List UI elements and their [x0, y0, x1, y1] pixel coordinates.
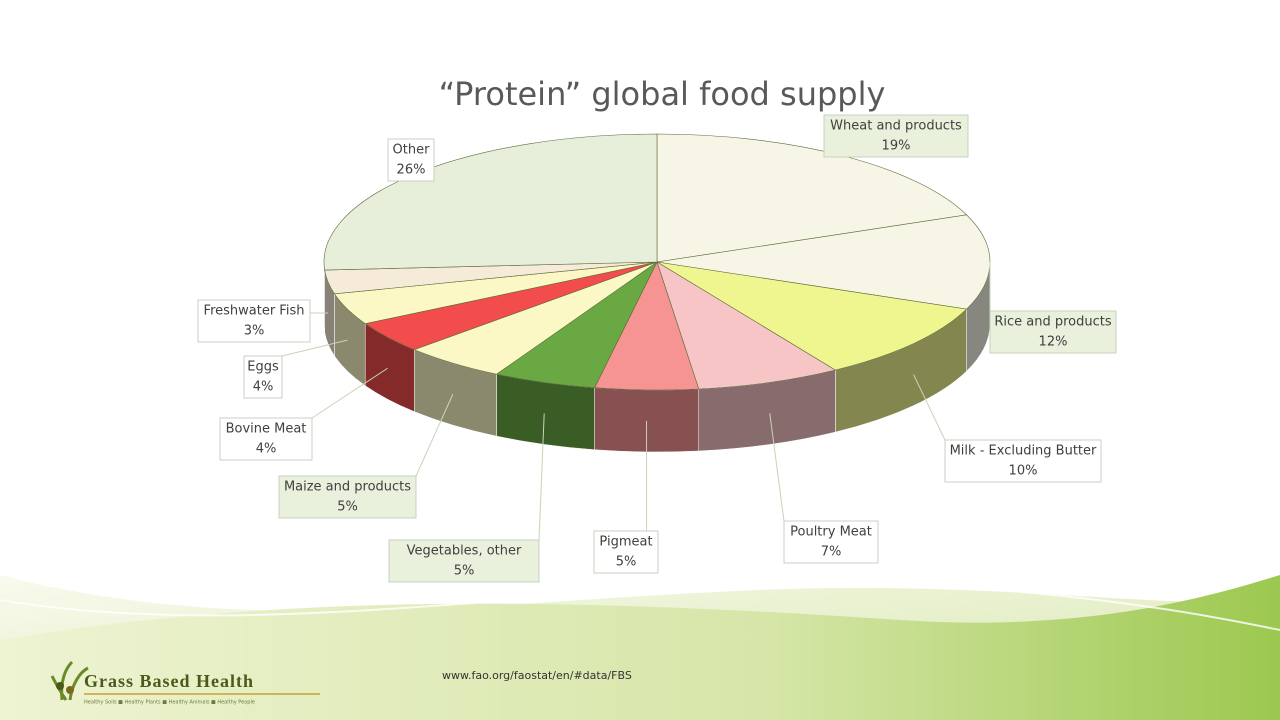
- source: www.fao.org/faostat/en/#data/FBS: [442, 669, 632, 682]
- label-box: [593, 530, 659, 574]
- logo: Grass Based Health Healthy Soils ■ Healt…: [50, 660, 320, 706]
- category-label: Rice and products: [994, 315, 1112, 330]
- value-label: 5%: [454, 564, 475, 579]
- category-label: Pigmeat: [599, 535, 652, 550]
- value-label: 19%: [882, 139, 911, 154]
- label-box: [278, 475, 417, 519]
- value-label: 26%: [397, 163, 426, 178]
- slice: [656, 261, 968, 371]
- value-label: 12%: [1039, 335, 1068, 350]
- label-box: [387, 138, 435, 182]
- label-box: [783, 520, 879, 564]
- value-label: 4%: [253, 380, 274, 395]
- category-label: Bovine Meat: [226, 422, 307, 437]
- category-label: Wheat and products: [830, 119, 962, 134]
- slice: [656, 261, 837, 390]
- logo-text: Grass Based Health: [84, 671, 254, 691]
- value-label: 10%: [1009, 464, 1038, 479]
- value-label: 4%: [256, 442, 277, 457]
- value-label: 7%: [821, 545, 842, 560]
- label-box: [989, 310, 1117, 354]
- label-box: [243, 355, 283, 399]
- label-box: [944, 439, 1102, 483]
- background-waves: [0, 575, 1280, 720]
- category-label: Milk - Excluding Butter: [950, 444, 1097, 459]
- pie: [323, 133, 991, 453]
- category-label: Vegetables, other: [407, 544, 522, 559]
- leader-line: [538, 413, 545, 541]
- chart-title: “Protein” global food supply: [439, 75, 886, 113]
- value-label: 3%: [244, 324, 265, 339]
- leader-line: [769, 413, 785, 522]
- label-box: [219, 417, 313, 461]
- label-box: [388, 539, 540, 583]
- label-box: [197, 299, 311, 343]
- category-label: Freshwater Fish: [204, 304, 305, 319]
- category-label: Poultry Meat: [790, 525, 872, 540]
- category-label: Maize and products: [284, 480, 411, 495]
- slice: [323, 133, 658, 271]
- category-label: Other: [393, 143, 431, 158]
- logo-tagline: Healthy Soils ■ Healthy Plants ■ Healthy…: [84, 700, 255, 706]
- label-box: [823, 114, 969, 158]
- leader-line: [913, 374, 946, 441]
- category-label: Eggs: [247, 360, 279, 375]
- labels: Wheat and products 19% Rice and products 12…: [197, 114, 1117, 583]
- slice-side: [323, 261, 325, 333]
- value-label: 5%: [616, 555, 637, 570]
- value-label: 5%: [337, 500, 358, 515]
- leader-line: [311, 367, 388, 419]
- leader-line: [415, 393, 454, 477]
- leader-line: [281, 339, 348, 357]
